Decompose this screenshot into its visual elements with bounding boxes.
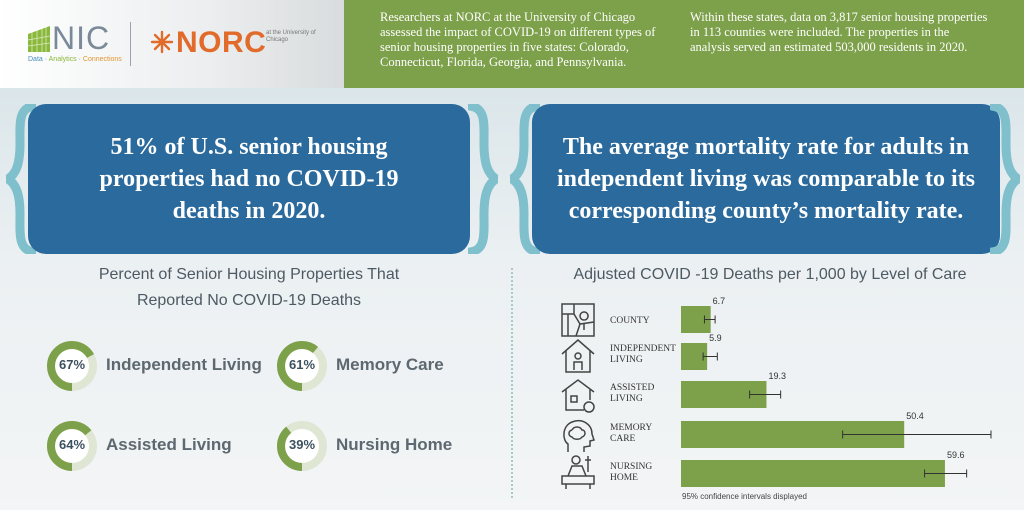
donut-arc (47, 341, 97, 391)
house-wheelchair-icon (561, 379, 595, 413)
intro-text-right: Within these states, data on 3,817 senio… (690, 10, 988, 54)
patient-bed-icon (561, 455, 595, 489)
map-icon (561, 303, 595, 337)
norc-logo-text: NORC (176, 26, 267, 59)
left-brace-icon (510, 104, 540, 254)
head-brain-icon (563, 420, 595, 452)
donut-chart (47, 341, 97, 391)
bar-chart: 6.7 5.9 19.3 50.4 59.6 (681, 296, 992, 487)
bar (681, 460, 945, 487)
donut-chart (277, 341, 327, 391)
norc-star-icon (150, 30, 174, 54)
donut-label: Memory Care (336, 355, 444, 374)
logo-area: NIC Data · Analytics · Connections NORC … (0, 0, 344, 88)
donut-chart (277, 421, 327, 471)
nic-tagline: Data · Analytics · Connections (28, 56, 122, 63)
donut-arc (277, 421, 327, 471)
category-label: ASSISTED LIVING (610, 383, 655, 404)
category-label: COUNTY (610, 316, 650, 326)
house-person-icon (561, 339, 595, 373)
left-brace-icon (6, 104, 36, 254)
donut-label: Independent Living (106, 355, 262, 374)
intro-banner (344, 0, 1024, 88)
donut-arc (47, 421, 97, 471)
nic-logo-mark-icon (28, 26, 50, 52)
donut-percent: 39% (288, 437, 316, 452)
category-label: NURSING HOME (610, 462, 653, 483)
donut-section-title-line2: Reported No COVID-19 Deaths (136, 292, 362, 309)
data-label: 50.4 (906, 411, 924, 421)
category-label: INDEPENDENT LIVING (610, 344, 676, 365)
data-label: 6.7 (713, 296, 726, 306)
donut-chart (47, 421, 97, 471)
data-label: 19.3 (768, 371, 786, 381)
stat-text-left: 51% of U.S. senior housing properties ha… (28, 104, 470, 254)
donut-section-title: Percent of Senior Housing Properties Tha… (98, 266, 400, 283)
donut-label: Assisted Living (106, 435, 232, 454)
donut-percent: 61% (288, 357, 316, 372)
confidence-interval-note: 95% confidence intervals displayed (682, 492, 807, 501)
logo-divider (130, 22, 131, 66)
chart-title: Adjusted COVID -19 Deaths per 1,000 by L… (573, 266, 967, 283)
donut-arc (277, 341, 327, 391)
stat-text-right: The average mortality rate for adults in… (532, 104, 1000, 254)
category-label: MEMORY CARE (610, 423, 653, 444)
header: NIC Data · Analytics · Connections NORC … (0, 0, 1024, 88)
donut-label: Nursing Home (336, 435, 453, 454)
section-divider (511, 268, 513, 498)
nic-logo-text: NIC (52, 20, 111, 56)
right-brace-icon (468, 104, 498, 254)
norc-logo-subtext: at the University of Chicago (266, 30, 316, 43)
data-label: 5.9 (709, 333, 722, 343)
right-brace-icon (990, 104, 1020, 254)
data-label: 59.6 (947, 450, 965, 460)
donut-percent: 64% (58, 437, 86, 452)
donut-percent: 67% (58, 357, 86, 372)
intro-text-left: Researchers at NORC at the University of… (380, 10, 656, 69)
